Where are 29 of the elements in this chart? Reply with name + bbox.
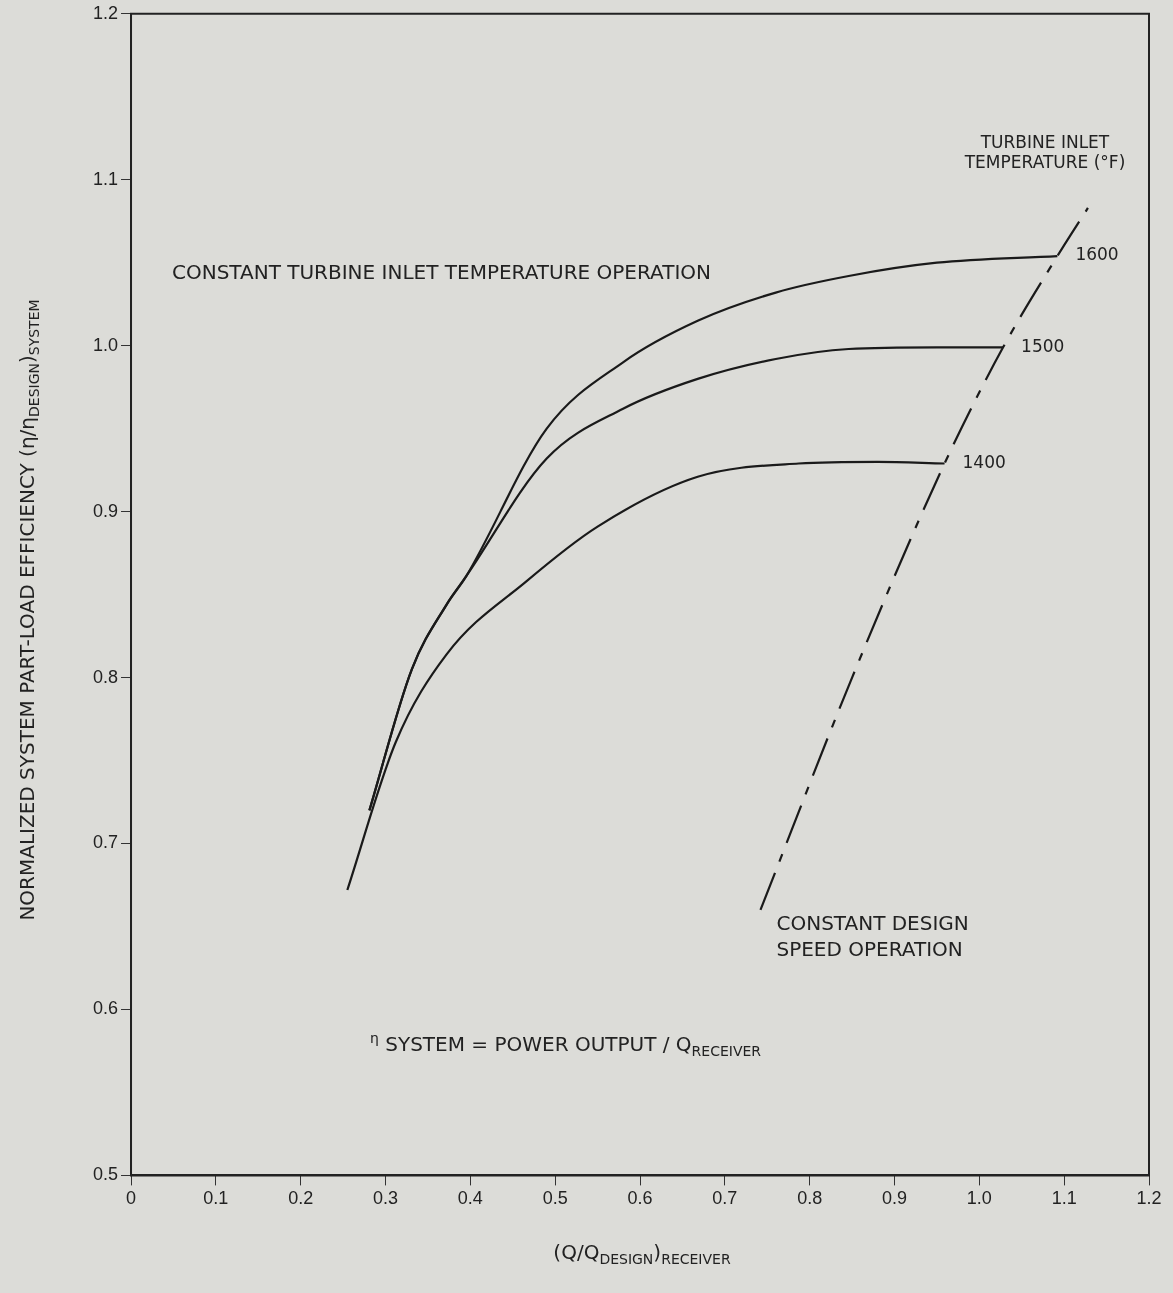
y-tick-label: 0.5 xyxy=(92,1164,119,1185)
annotation: $^{η}$ SYSTEM = POWER OUTPUT / Q$_{RECEIVER}$ xyxy=(370,1030,762,1059)
y-tick-label: 0.8 xyxy=(92,666,119,687)
series-label: 1500 xyxy=(1021,335,1065,356)
series-label: 1600 xyxy=(1075,244,1119,265)
x-axis-title: (Q/Q$_{DESIGN}$)$_{RECEIVER}$ xyxy=(553,1240,731,1267)
x-tick-label: 0.8 xyxy=(797,1188,823,1209)
y-tick-label: 0.7 xyxy=(92,832,119,853)
x-tick-label: 1.0 xyxy=(966,1188,992,1209)
x-tick-label: 0.3 xyxy=(373,1188,399,1209)
x-tick-label: 0.9 xyxy=(881,1188,908,1209)
y-tick-label: 0.9 xyxy=(92,500,119,521)
x-tick-label: 0.2 xyxy=(288,1188,314,1209)
x-tick-label: 0.7 xyxy=(712,1188,738,1209)
series-label: CONSTANT DESIGN SPEED OPERATION xyxy=(776,911,969,962)
x-tick-label: 1.1 xyxy=(1051,1188,1077,1209)
y-tick-label: 0.6 xyxy=(92,998,119,1019)
legend-title: TURBINE INLET TEMPERATURE (°F) xyxy=(963,132,1127,172)
annotation: CONSTANT TURBINE INLET TEMPERATURE OPERATION xyxy=(172,260,712,284)
y-tick-label: 1.1 xyxy=(92,168,119,189)
series-label: 1400 xyxy=(962,451,1006,472)
y-tick-label: 1.0 xyxy=(92,334,119,355)
x-tick-label: 0.4 xyxy=(457,1188,483,1209)
y-tick-label: 1.2 xyxy=(92,2,119,23)
x-tick-label: 0.6 xyxy=(627,1188,653,1209)
x-tick-label: 0.5 xyxy=(542,1188,568,1209)
x-tick-label: 1.2 xyxy=(1136,1188,1162,1209)
x-tick-label: 0.1 xyxy=(203,1188,229,1209)
x-tick-label: 0 xyxy=(126,1188,137,1209)
